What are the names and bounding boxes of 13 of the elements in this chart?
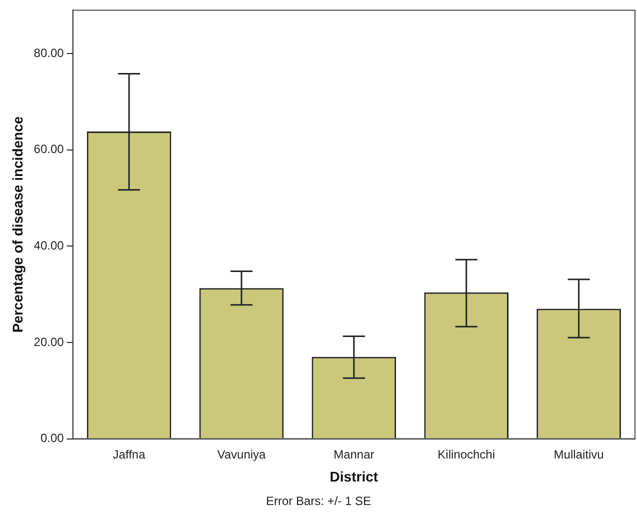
x-tick-label: Kilinochchi (438, 447, 496, 462)
y-axis-title: Percentage of disease incidence (9, 116, 26, 333)
x-tick-label: Mullaitivu (554, 447, 604, 462)
x-tick-label: Mannar (334, 447, 374, 462)
x-tick-label: Jaffna (112, 447, 146, 462)
y-tick-label: 20.00 (34, 334, 64, 349)
y-tick-label: 0.00 (40, 431, 64, 446)
x-tick-label: Vavuniya (217, 447, 266, 462)
y-tick-label: 60.00 (34, 142, 64, 156)
y-tick-label: 80.00 (34, 46, 64, 60)
x-axis-title: District (330, 468, 378, 484)
y-tick-label: 40.00 (34, 238, 64, 252)
text: Error Bars: +/- 1 SE (264, 494, 372, 508)
